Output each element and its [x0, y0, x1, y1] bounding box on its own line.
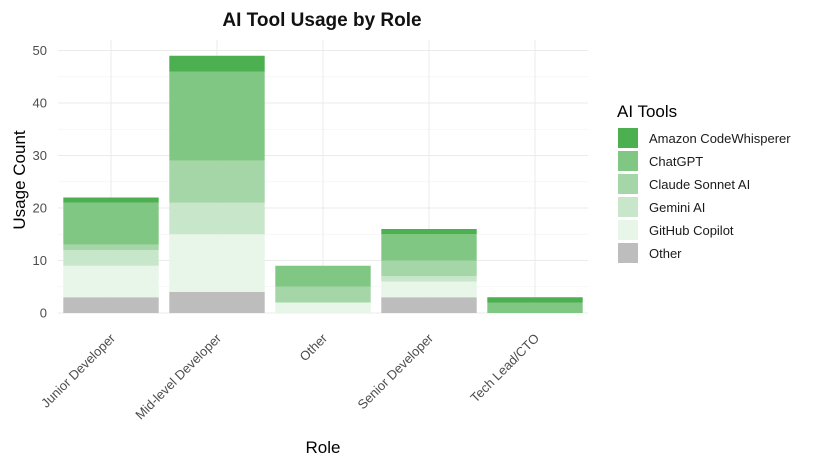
bar-segment-other: [63, 297, 159, 313]
bar-segment-amazon-codewhisperer: [487, 297, 583, 303]
x-tick-label: Senior Developer: [354, 330, 436, 412]
bar-segment-amazon-codewhisperer: [63, 197, 159, 203]
x-tick-label: Other: [297, 330, 331, 364]
x-axis-title: Role: [306, 438, 341, 457]
bar-segment-gemini-ai: [381, 276, 477, 282]
y-tick-label: 10: [33, 253, 47, 268]
legend-label: Other: [649, 246, 682, 261]
legend-key-other: [618, 243, 638, 263]
bar-segment-amazon-codewhisperer: [381, 229, 477, 235]
bar-segment-github-copilot: [169, 234, 265, 292]
y-tick-label: 50: [33, 43, 47, 58]
x-axis-ticks: Junior Developer Mid-level Developer Other…: [38, 330, 542, 422]
legend: AI Tools Amazon CodeWhisperer ChatGPT Clau…: [617, 102, 791, 263]
bar-segment-chatgpt: [275, 265, 371, 287]
x-tick-label: Mid-level Developer: [132, 330, 224, 422]
bar-segment-chatgpt: [169, 71, 265, 161]
bar-segment-chatgpt: [381, 234, 477, 261]
legend-title: AI Tools: [617, 102, 677, 121]
bar-segment-claude-sonnet-ai: [275, 286, 371, 303]
legend-key-gemini-ai: [618, 197, 638, 217]
bar-segment-chatgpt: [63, 202, 159, 245]
legend-label: ChatGPT: [649, 154, 703, 169]
bar-segment-github-copilot: [275, 302, 371, 313]
bar-segment-claude-sonnet-ai: [169, 160, 265, 203]
legend-key-chatgpt: [618, 151, 638, 171]
legend-label: Claude Sonnet AI: [649, 177, 750, 192]
bar-segment-github-copilot: [63, 265, 159, 298]
bar-layer: [63, 55, 583, 313]
bar-segment-github-copilot: [381, 281, 477, 298]
bar-segment-gemini-ai: [63, 250, 159, 266]
legend-key-amazon-codewhisperer: [618, 128, 638, 148]
y-tick-label: 40: [33, 96, 47, 111]
chart-title: AI Tool Usage by Role: [222, 10, 421, 31]
legend-label: Gemini AI: [649, 200, 705, 215]
bar-segment-claude-sonnet-ai: [381, 260, 477, 277]
y-tick-label: 30: [33, 148, 47, 163]
bar-segment-other: [381, 297, 477, 313]
y-axis-title: Usage Count: [10, 130, 29, 230]
x-tick-label: Tech Lead/CTO: [467, 331, 542, 406]
y-tick-label: 20: [33, 201, 47, 216]
legend-label: GitHub Copilot: [649, 223, 734, 238]
legend-key-github-copilot: [618, 220, 638, 240]
bar-segment-other: [169, 292, 265, 313]
bar-segment-gemini-ai: [169, 202, 265, 235]
legend-key-claude-sonnet-ai: [618, 174, 638, 194]
y-tick-label: 0: [40, 306, 47, 321]
bar-segment-amazon-codewhisperer: [169, 55, 265, 72]
bar-segment-claude-sonnet-ai: [63, 244, 159, 250]
y-axis-ticks: 0 10 20 30 40 50: [33, 43, 47, 321]
x-tick-label: Junior Developer: [38, 330, 119, 411]
bar-segment-chatgpt: [487, 302, 583, 313]
legend-label: Amazon CodeWhisperer: [649, 131, 791, 146]
